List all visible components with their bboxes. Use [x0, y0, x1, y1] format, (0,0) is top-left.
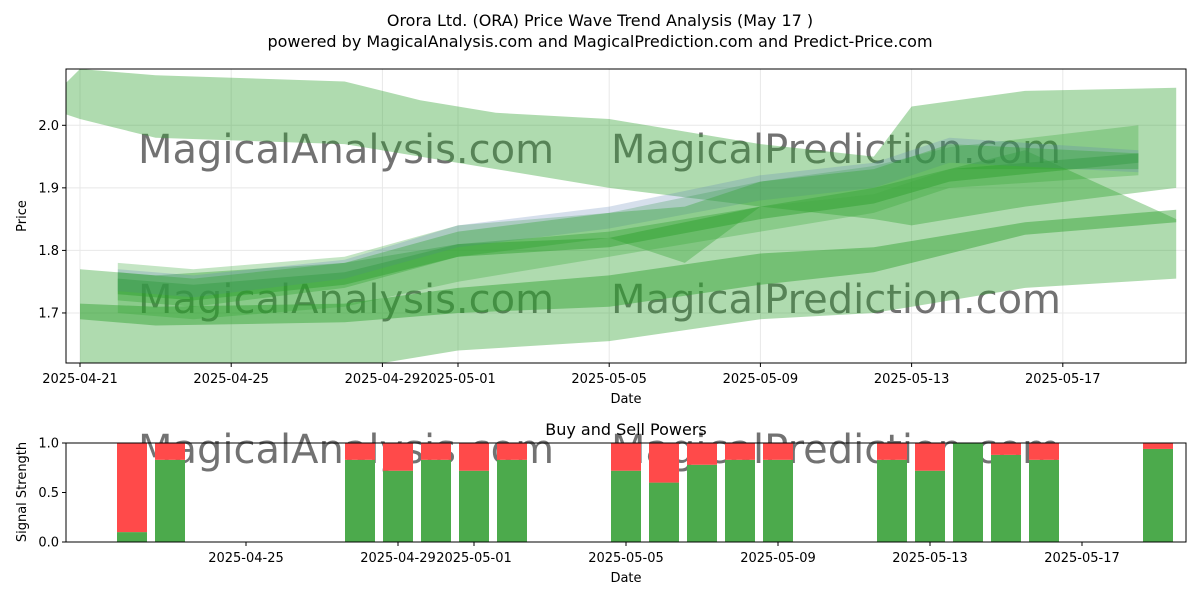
sell-bar-7 — [611, 443, 641, 471]
price-band-6 — [117, 144, 1139, 307]
buy-bar-1 — [155, 459, 185, 542]
power-y-tick-label-0: 0.0 — [38, 536, 59, 551]
sell-bar-10 — [725, 443, 755, 460]
watermark-analysis-top-2: MagicalAnalysis.com — [138, 277, 554, 323]
price-band-5 — [117, 137, 1139, 298]
price-y-tick-label-3: 2.0 — [38, 119, 59, 134]
buy-bar-12 — [877, 459, 907, 542]
price-watermarks: MagicalAnalysis.com MagicalPrediction.co… — [138, 127, 1061, 323]
power-x-axis: 2025-04-25 2025-04-29 2025-05-01 2025-05-05… — [208, 542, 1120, 566]
figure-subtitle: powered by MagicalAnalysis.com and Magic… — [267, 32, 932, 51]
sell-bar-12 — [877, 443, 907, 460]
price-band-2 — [80, 209, 1177, 326]
power-x-tick-label-6: 2025-05-17 — [1044, 551, 1120, 566]
price-y-tick-label-0: 1.7 — [38, 306, 59, 321]
watermark-prediction-bottom: MagicalPrediction.com — [611, 427, 1061, 473]
price-x-tick-label-5: 2025-05-09 — [723, 372, 799, 387]
buy-bar-7 — [611, 470, 641, 542]
sell-bar-16 — [1029, 443, 1059, 460]
sell-bar-4 — [421, 443, 451, 460]
sell-bar-5 — [459, 443, 489, 471]
buy-bar-2 — [345, 459, 375, 542]
watermark-prediction-top-1: MagicalPrediction.com — [611, 127, 1061, 173]
power-chart: Buy and Sell Powers MagicalAnalysis.com … — [15, 420, 1187, 586]
power-x-tick-label-4: 2025-05-09 — [740, 551, 816, 566]
buy-bar-10 — [725, 459, 755, 542]
price-chart: MagicalAnalysis.com MagicalPrediction.co… — [15, 68, 1187, 407]
price-band-1 — [80, 150, 1177, 363]
price-y-axis: 1.7 1.8 1.9 2.0 — [38, 119, 66, 321]
price-x-tick-label-2: 2025-04-29 — [345, 372, 421, 387]
buy-bar-4 — [421, 459, 451, 542]
price-grid — [66, 69, 1186, 363]
price-x-axis-label: Date — [610, 392, 641, 407]
price-x-axis: 2025-04-21 2025-04-25 2025-04-29 2025-05-01… — [42, 363, 1101, 387]
price-x-tick-label-7: 2025-05-17 — [1025, 372, 1101, 387]
power-y-tick-label-2: 1.0 — [38, 437, 59, 452]
buy-bar-14 — [953, 443, 983, 542]
price-x-tick-label-0: 2025-04-21 — [42, 372, 118, 387]
buy-bar-3 — [383, 470, 413, 542]
price-x-tick-label-1: 2025-04-25 — [193, 372, 269, 387]
price-x-tick-label-3: 2025-05-01 — [420, 372, 496, 387]
buy-bar-9 — [687, 464, 717, 542]
power-x-tick-label-2: 2025-05-01 — [436, 551, 512, 566]
price-y-axis-label: Price — [15, 200, 30, 232]
power-chart-title: Buy and Sell Powers — [545, 420, 707, 439]
buy-bar-5 — [459, 470, 489, 542]
power-x-tick-label-3: 2025-05-05 — [588, 551, 664, 566]
sell-bar-0 — [117, 443, 147, 533]
buy-bar-11 — [763, 459, 793, 542]
sell-bar-6 — [497, 443, 527, 460]
price-plot-area — [66, 69, 1186, 363]
price-plot-frame — [65, 68, 1187, 364]
sell-bar-8 — [649, 443, 679, 483]
sell-bar-1 — [155, 443, 185, 460]
price-band-4 — [117, 153, 1139, 301]
sell-bar-17 — [1143, 443, 1173, 449]
price-x-tick-label-4: 2025-05-05 — [571, 372, 647, 387]
sell-bar-2 — [345, 443, 375, 460]
sell-bar-3 — [383, 443, 413, 471]
buy-bar-8 — [649, 482, 679, 542]
buy-bar-0 — [117, 532, 147, 542]
power-x-tick-label-5: 2025-05-13 — [892, 551, 968, 566]
power-y-axis-label: Signal Strength — [15, 442, 30, 542]
power-bars — [117, 443, 1173, 542]
power-y-tick-label-1: 0.5 — [38, 486, 59, 501]
buy-bar-16 — [1029, 459, 1059, 542]
price-bands — [66, 69, 1177, 363]
price-y-tick-label-2: 1.9 — [38, 181, 59, 196]
buy-bar-15 — [991, 454, 1021, 542]
watermark-prediction-top-2: MagicalPrediction.com — [611, 277, 1061, 323]
power-x-tick-label-0: 2025-04-25 — [208, 551, 284, 566]
buy-bar-13 — [915, 470, 945, 542]
watermark-analysis-top-1: MagicalAnalysis.com — [138, 127, 554, 173]
price-band-3 — [117, 125, 1139, 320]
figure-title: Orora Ltd. (ORA) Price Wave Trend Analys… — [387, 11, 813, 30]
power-y-axis: 0.0 0.5 1.0 — [38, 437, 66, 551]
power-x-tick-label-1: 2025-04-29 — [360, 551, 436, 566]
price-band-0 — [66, 69, 1177, 226]
sell-bar-11 — [763, 443, 793, 460]
price-y-tick-label-1: 1.8 — [38, 244, 59, 259]
sell-bar-13 — [915, 443, 945, 471]
buy-bar-17 — [1143, 448, 1173, 542]
sell-bar-15 — [991, 443, 1021, 455]
sell-bar-9 — [687, 443, 717, 465]
power-x-axis-label: Date — [610, 571, 641, 586]
price-x-tick-label-6: 2025-05-13 — [874, 372, 950, 387]
buy-bar-6 — [497, 459, 527, 542]
